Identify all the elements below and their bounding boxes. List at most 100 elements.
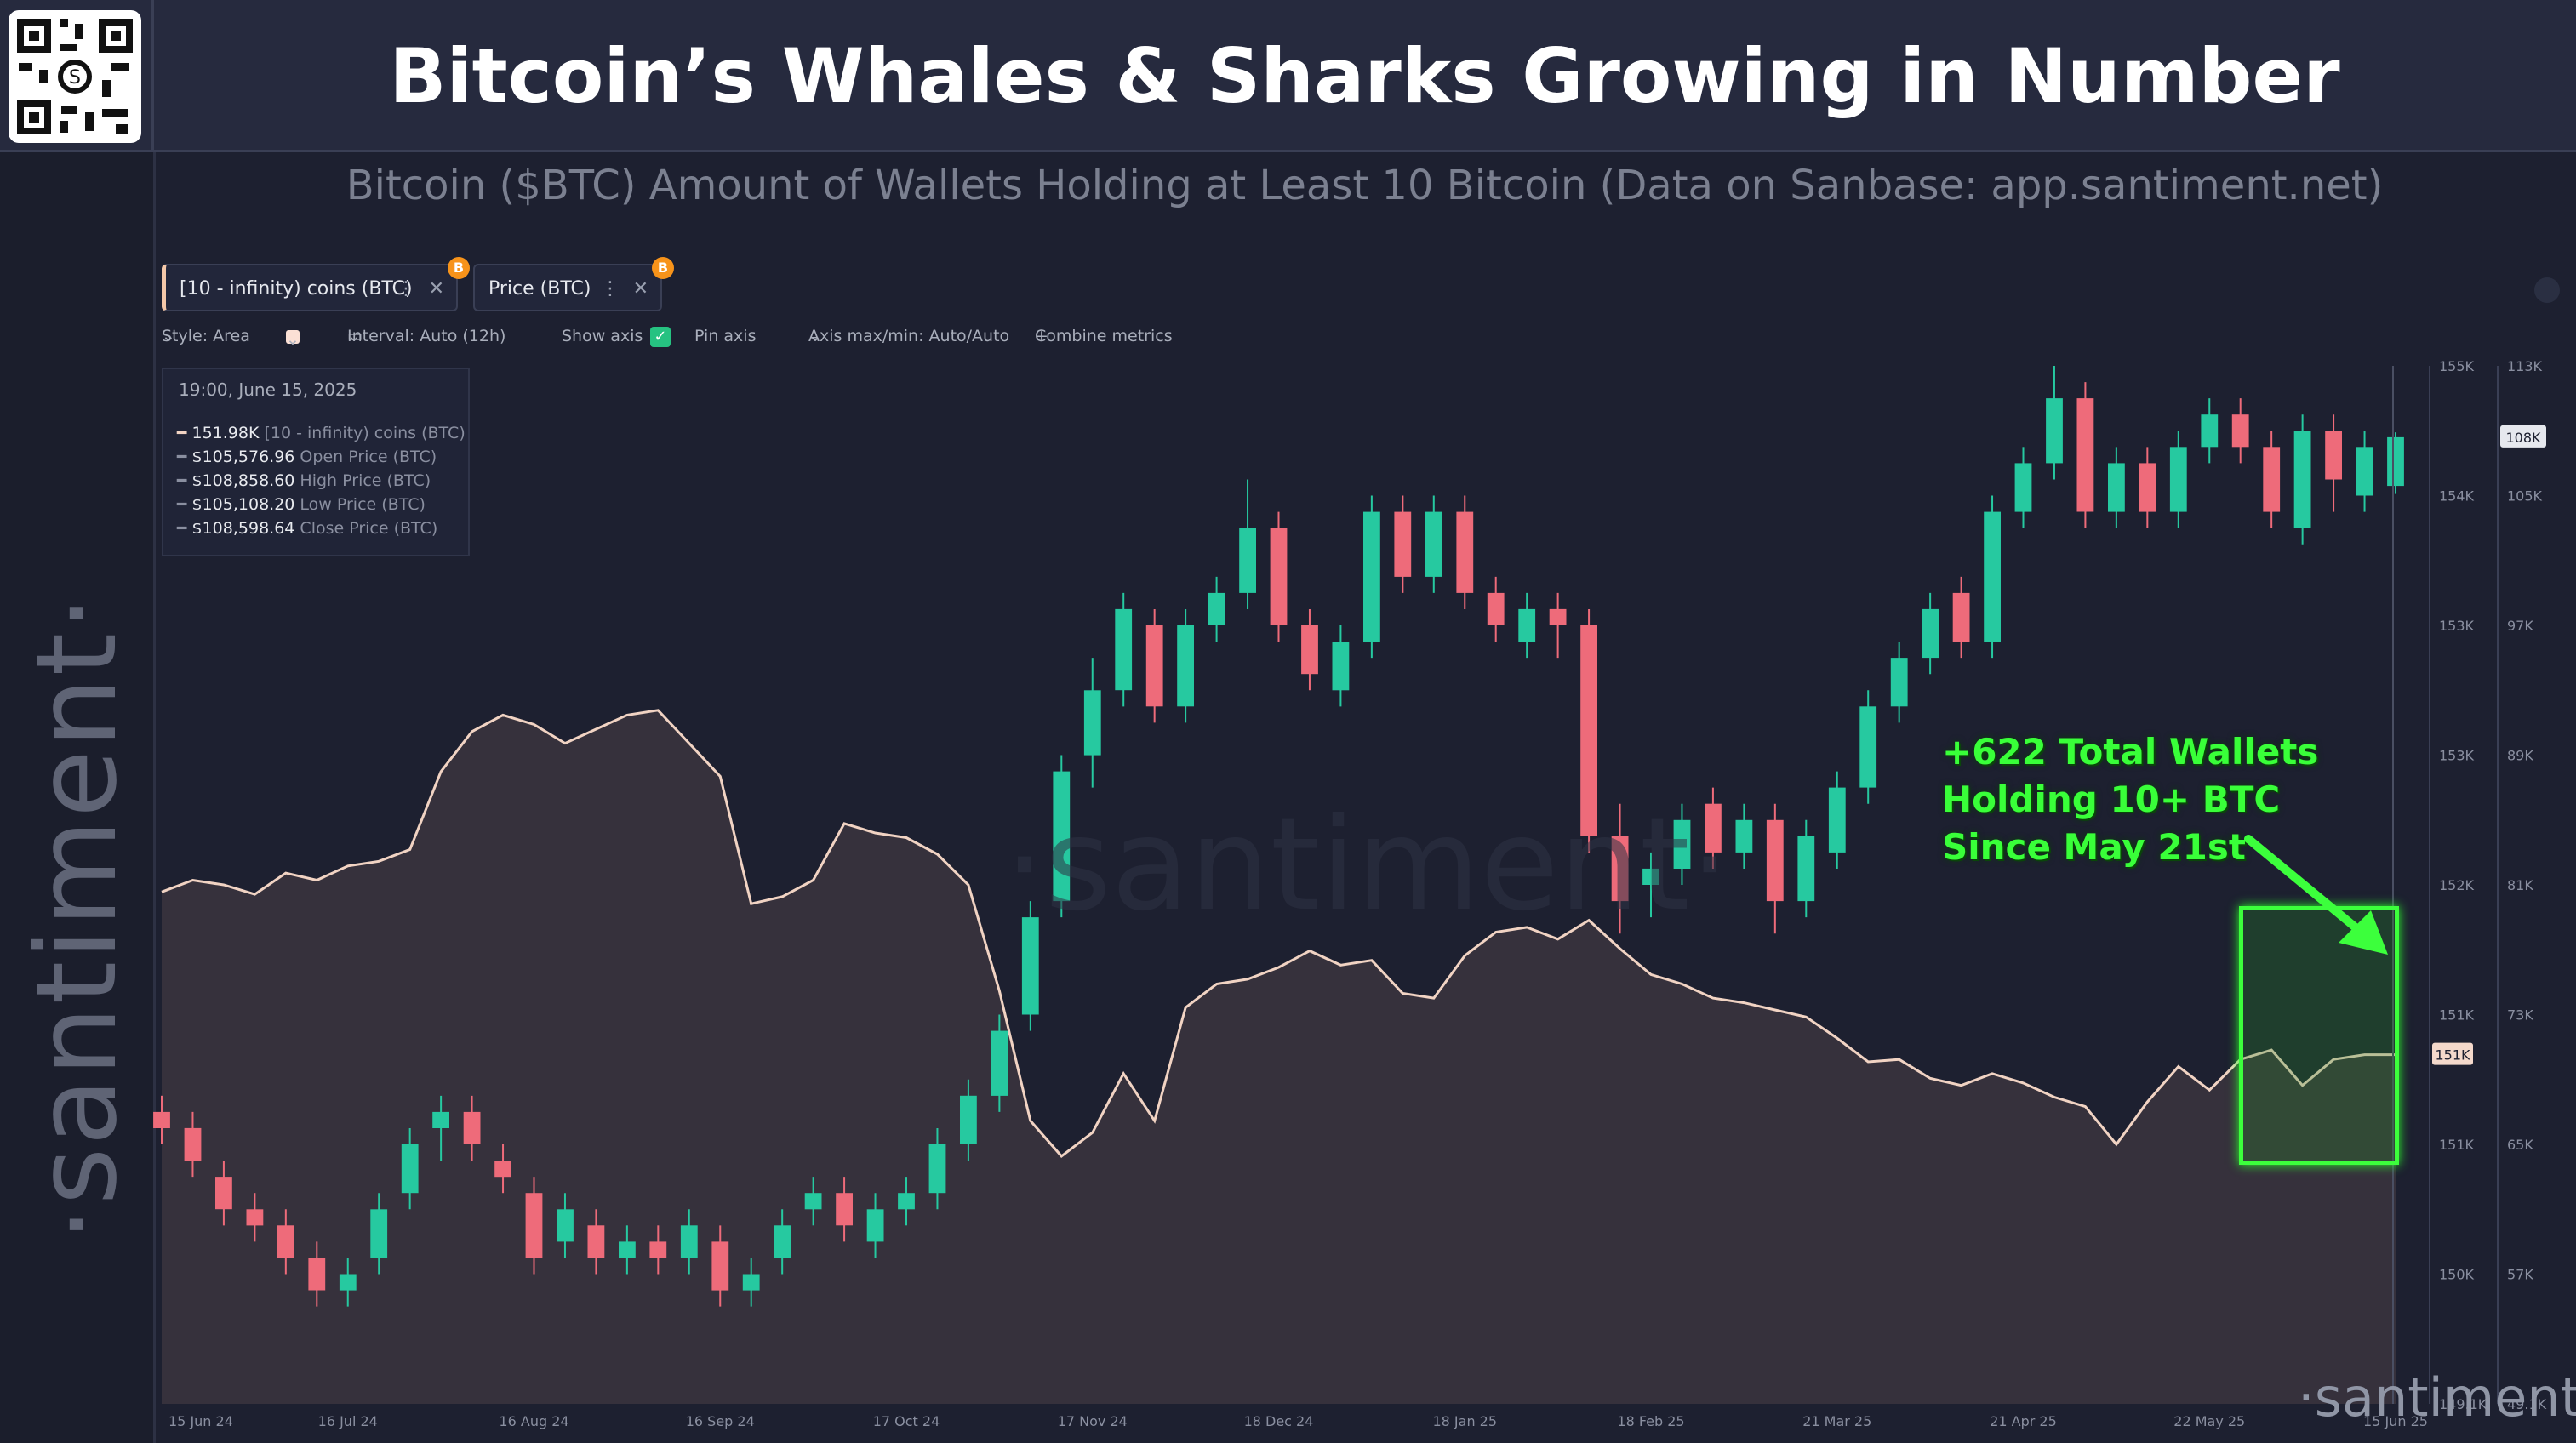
wallets-area-line bbox=[161, 709, 2396, 1158]
metric-chip-label: Price (BTC) bbox=[488, 278, 591, 299]
price-axis-tick-label: 89K bbox=[2507, 748, 2533, 764]
price-candle bbox=[2076, 398, 2094, 512]
price-candle bbox=[2201, 414, 2219, 448]
wallets-axis-tick-label: 149.1K bbox=[2439, 1396, 2487, 1412]
wallets-current-tag bbox=[2432, 1042, 2473, 1065]
annotation-arrow-icon bbox=[2244, 835, 2388, 955]
calendar-icon: ▭ bbox=[347, 327, 363, 345]
price-candle bbox=[1083, 690, 1101, 756]
metric-chip-price[interactable]: Price (BTC) ⋮ ✕ bbox=[473, 264, 662, 311]
price-candle bbox=[463, 1111, 481, 1144]
header-bar: S Bitcoin’s Whales & Sharks Growing in N… bbox=[0, 0, 2576, 152]
price-candle bbox=[1766, 819, 1784, 902]
price-axis-tick-label: 57K bbox=[2507, 1267, 2533, 1283]
tooltip-value: $108,598.64 bbox=[191, 519, 295, 538]
price-candle bbox=[1239, 528, 1256, 593]
price-candle bbox=[1363, 511, 1380, 642]
price-candle bbox=[1021, 917, 1039, 1015]
price-candle bbox=[308, 1258, 326, 1291]
price-candle bbox=[587, 1225, 605, 1258]
chart-subtitle: Bitcoin ($BTC) Amount of Wallets Holding… bbox=[346, 162, 2384, 209]
price-axis-tick-label: 49.1K bbox=[2507, 1396, 2547, 1412]
santiment-corner-logo: ·santiment· bbox=[2298, 1366, 2576, 1429]
tooltip-label: Low Price (BTC) bbox=[300, 495, 426, 514]
price-candle bbox=[1580, 625, 1597, 836]
header-divider bbox=[151, 0, 154, 150]
price-candle bbox=[711, 1241, 729, 1291]
x-axis-tick-label: 16 Sep 24 bbox=[686, 1413, 755, 1429]
annotation-line: Since May 21st bbox=[1942, 826, 2246, 868]
x-axis-tick-label: 18 Feb 25 bbox=[1617, 1413, 1684, 1429]
tooltip-row: ━ $108,598.64 Close Price (BTC) bbox=[177, 519, 438, 538]
price-candle bbox=[2263, 447, 2281, 512]
axis-minmax-label: Axis max/min: Auto/Auto bbox=[808, 327, 1010, 345]
price-candle bbox=[1332, 642, 1350, 691]
price-candle bbox=[1859, 706, 1877, 788]
close-icon[interactable]: ✕ bbox=[632, 278, 648, 299]
wallets-current-label: 151K bbox=[2435, 1047, 2470, 1064]
price-candle bbox=[1487, 592, 1505, 625]
more-options-icon[interactable]: ⋮ bbox=[601, 278, 620, 299]
price-axis-tick-label: 113K bbox=[2507, 358, 2543, 374]
chevron-down-icon: ⌄ bbox=[162, 327, 175, 345]
tooltip-value: $108,858.60 bbox=[191, 471, 295, 490]
close-icon[interactable]: ✕ bbox=[428, 278, 444, 299]
price-candle bbox=[2387, 436, 2404, 487]
settings-dot-icon[interactable] bbox=[2534, 277, 2560, 303]
more-options-icon[interactable]: ⋮ bbox=[397, 278, 415, 299]
x-axis-tick-label: 21 Mar 25 bbox=[1802, 1413, 1871, 1429]
price-candle bbox=[1611, 836, 1629, 902]
wallets-axis-tick-label: 150K bbox=[2439, 1267, 2475, 1283]
interval-label: Interval: Auto (12h) bbox=[347, 327, 506, 345]
price-candle bbox=[557, 1209, 574, 1242]
santiment-watermark: ·santiment· bbox=[1004, 791, 1731, 939]
tooltip-label: High Price (BTC) bbox=[300, 471, 431, 490]
metric-chip-label: [10 - infinity) coins (BTC) bbox=[180, 278, 413, 299]
style-label: Style: Area bbox=[162, 327, 250, 345]
wallets-axis-tick-label: 154K bbox=[2439, 488, 2475, 505]
wallets-axis-tick-label: 151K bbox=[2439, 1137, 2475, 1153]
price-candle bbox=[401, 1144, 419, 1194]
wallets-axis-tick-label: 151K bbox=[2439, 1007, 2475, 1024]
tooltip-row: ━ 151.98K [10 - infinity) coins (BTC) bbox=[177, 424, 466, 442]
price-current-tag bbox=[2500, 425, 2546, 448]
price-candle bbox=[2169, 447, 2187, 512]
price-candle bbox=[1425, 511, 1442, 577]
tooltip-label: Close Price (BTC) bbox=[300, 519, 438, 538]
show-axis-checkbox[interactable]: ✓ bbox=[650, 327, 671, 347]
tooltip-row: ━ $108,858.60 High Price (BTC) bbox=[177, 471, 431, 490]
tooltip-date: 19:00, June 15, 2025 bbox=[179, 379, 357, 400]
price-candle bbox=[2325, 431, 2342, 480]
price-candle bbox=[1145, 625, 1163, 707]
chevron-down-icon: ⌄ bbox=[808, 327, 822, 345]
chevron-down-icon: ⌄ bbox=[347, 327, 361, 345]
page-title: Bitcoin’s Whales & Sharks Growing in Num… bbox=[389, 32, 2340, 120]
price-candle bbox=[1952, 592, 1970, 642]
tooltip-label: Open Price (BTC) bbox=[300, 448, 437, 466]
price-candle bbox=[1053, 771, 1071, 902]
price-candle bbox=[1208, 592, 1225, 625]
metric-chip-wallets[interactable]: [10 - infinity) coins (BTC) ⋮ ✕ bbox=[162, 264, 458, 311]
hover-tooltip: 19:00, June 15, 2025 ━ 151.98K [10 - inf… bbox=[162, 368, 470, 556]
price-candle bbox=[1673, 819, 1691, 869]
price-candle bbox=[1115, 608, 1133, 691]
price-candle bbox=[836, 1193, 853, 1226]
x-axis-tick-label: 17 Oct 24 bbox=[873, 1413, 940, 1429]
price-candle bbox=[1642, 868, 1659, 885]
price-candle bbox=[246, 1209, 264, 1226]
side-rail: ·santiment· bbox=[0, 152, 156, 1443]
wallets-axis-tick-label: 153K bbox=[2439, 748, 2475, 764]
pin-axis-toggle[interactable]: Pin axis bbox=[694, 327, 757, 345]
tooltip-value: $105,576.96 bbox=[191, 448, 295, 466]
tooltip-row: ━ $105,576.96 Open Price (BTC) bbox=[177, 448, 437, 466]
qr-code-icon[interactable]: S bbox=[9, 10, 141, 143]
plus-icon: + bbox=[1035, 327, 1048, 345]
price-candle bbox=[370, 1209, 388, 1258]
price-current-label: 108K bbox=[2505, 430, 2541, 446]
price-candle bbox=[928, 1144, 946, 1194]
price-candle bbox=[991, 1030, 1008, 1096]
price-candle bbox=[1456, 511, 1474, 593]
svg-text:S: S bbox=[69, 67, 81, 88]
price-candle bbox=[1828, 787, 1846, 853]
